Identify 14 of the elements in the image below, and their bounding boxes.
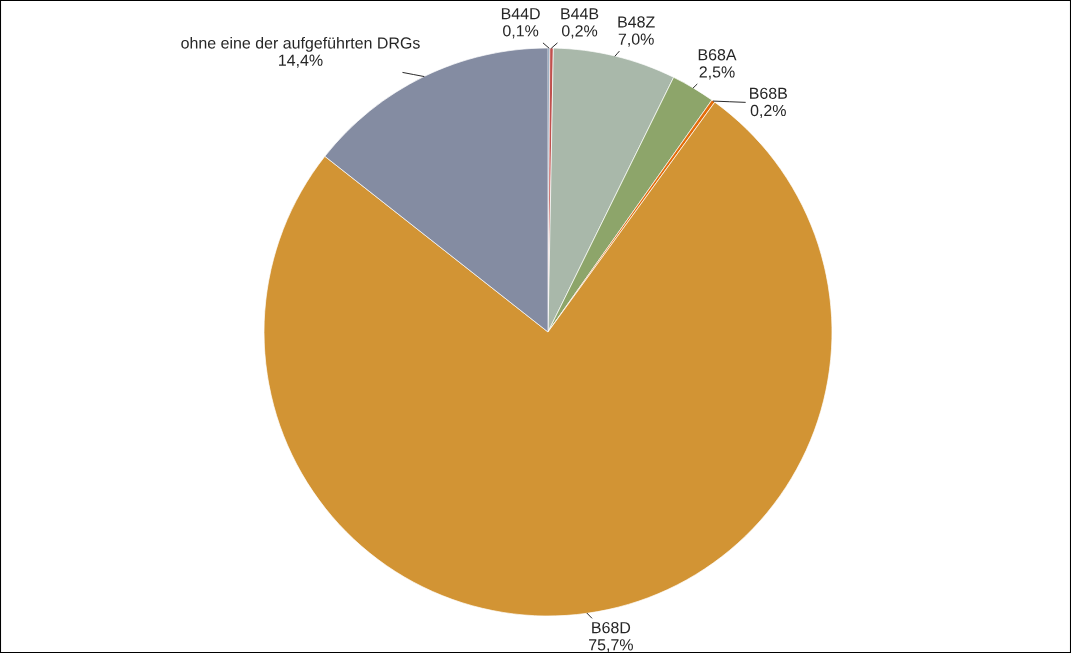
slice-label: B68D [592, 621, 631, 634]
data-label: 75,7% [589, 639, 633, 653]
data-label: 7,0% [618, 33, 654, 47]
data-label: 2,5% [699, 66, 735, 80]
data-label: 0,1% [503, 25, 539, 39]
slice-label: B68A [698, 49, 737, 61]
slice-label: B44B [561, 8, 599, 20]
data-label: 0,2% [750, 104, 786, 119]
slice-label: B48Z [618, 16, 655, 28]
data-label: 0,2% [561, 25, 598, 39]
data-label: 14,4% [279, 54, 323, 68]
slice-label: B68B [750, 87, 787, 99]
slice-label: B44D [501, 8, 540, 20]
slice-label: ohne eine der aufgeführten DRGs [181, 36, 420, 52]
